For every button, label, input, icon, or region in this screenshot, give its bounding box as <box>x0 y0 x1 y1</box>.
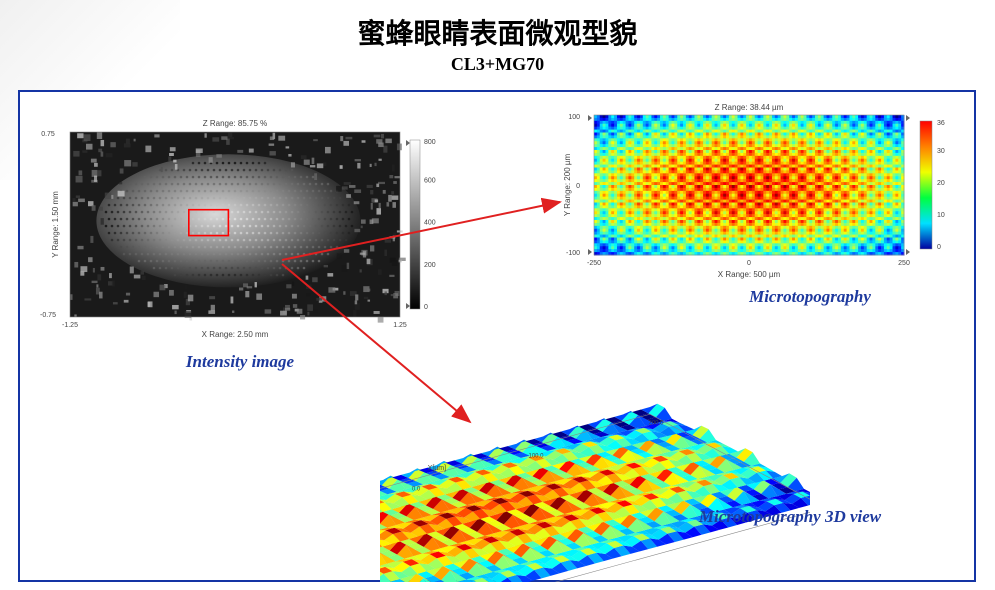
topo-svg: Z Range: 38.44 µm-2500250X Range: 500 µm… <box>560 97 960 292</box>
intensity-caption: Intensity image <box>140 352 340 372</box>
intensity-svg: Z Range: 85.75 % 0.75 -0.75 Y Range: 1.50 m… <box>40 112 450 347</box>
svg-text:1.25: 1.25 <box>393 322 407 329</box>
intensity-image-panel: Z Range: 85.75 % 0.75 -0.75 Y Range: 1.50 m… <box>40 112 450 347</box>
svg-text:X Range: 2.50 mm: X Range: 2.50 mm <box>202 330 269 339</box>
svg-text:-0.75: -0.75 <box>40 312 56 319</box>
svg-text:0.75: 0.75 <box>41 131 55 138</box>
content-frame: Z Range: 85.75 % 0.75 -0.75 Y Range: 1.50 m… <box>18 90 976 582</box>
svg-text:Y Range: 1.50 mm: Y Range: 1.50 mm <box>51 191 60 258</box>
microtopography-3d-caption: Microtopography 3D view <box>660 507 920 527</box>
svg-text:0: 0 <box>424 304 428 311</box>
svg-text:400: 400 <box>424 220 436 227</box>
view3d-svg: -200.0-100.00.0100.0200.0X[µm]-100.0-75.… <box>380 337 810 582</box>
microtopography-3d-panel: -200.0-100.00.0100.0200.0X[µm]-100.0-75.… <box>380 337 810 582</box>
svg-text:600: 600 <box>424 177 436 184</box>
svg-text:Z Range: 85.75 %: Z Range: 85.75 % <box>203 119 267 128</box>
microtopography-caption: Microtopography <box>710 287 910 307</box>
microtopography-panel: Z Range: 38.44 µm-2500250X Range: 500 µm… <box>560 97 960 292</box>
svg-text:200: 200 <box>424 262 436 269</box>
svg-text:Z Range: 38.44 µm: Z Range: 38.44 µm <box>715 103 784 112</box>
svg-text:-1.25: -1.25 <box>62 322 78 329</box>
svg-text:800: 800 <box>424 139 436 146</box>
